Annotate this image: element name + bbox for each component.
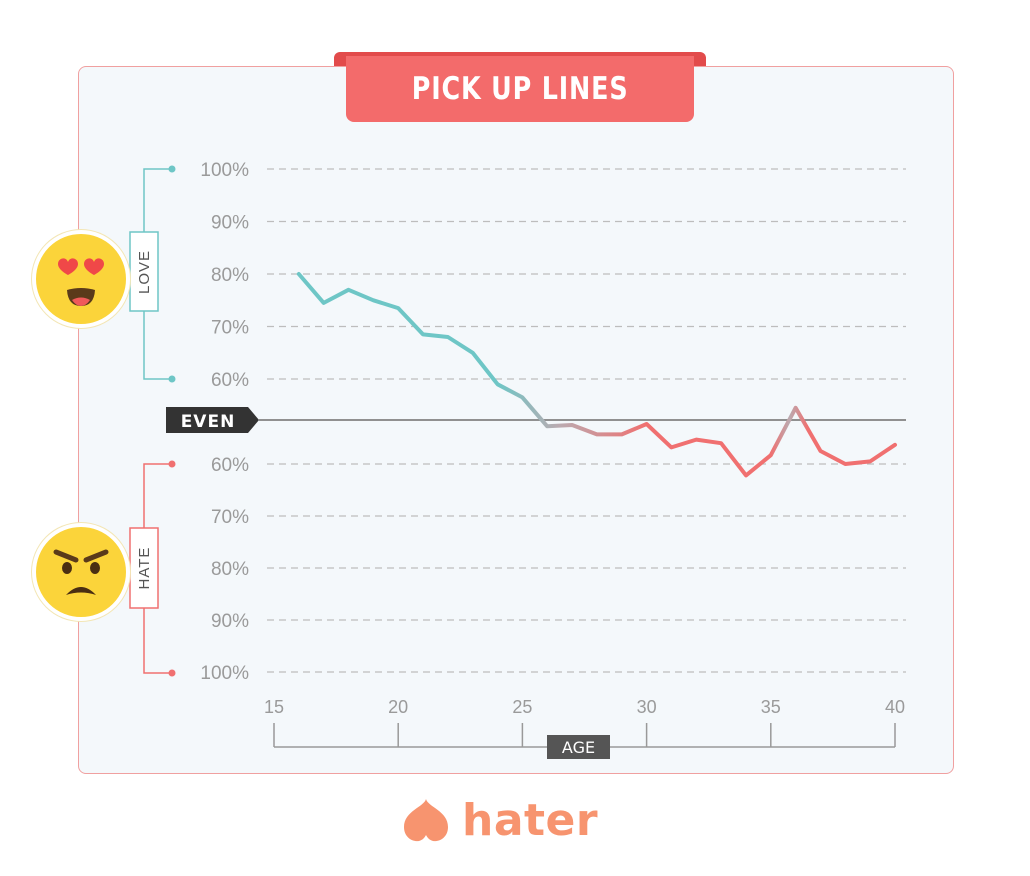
even-label: EVEN: [181, 412, 236, 432]
hater-logo: hater: [400, 790, 598, 850]
x-tick-label: 35: [761, 697, 781, 717]
love-bracket-dot: [168, 165, 176, 173]
x-tick-label: 25: [512, 697, 532, 717]
x-tick-label: 20: [388, 697, 408, 717]
x-tick-label: 30: [637, 697, 657, 717]
y-tick-label-love: 80%: [211, 265, 249, 286]
hate-label: HATE: [136, 547, 153, 590]
y-tick-label-hate: 100%: [200, 663, 249, 684]
heart-icon: [404, 799, 448, 842]
y-tick-label-love: 60%: [211, 370, 249, 391]
y-tick-label-hate: 70%: [211, 507, 249, 528]
line-chart: 100% 90% 80% 70% 60% 60% 70% 80% 90% 100% EVEN LOVE…: [129, 160, 906, 759]
hate-bracket-dot: [168, 460, 176, 468]
love-bracket-dot: [168, 375, 176, 383]
even-tag: [166, 407, 259, 433]
love-label-box: [129, 231, 159, 312]
chart-card: 100% 90% 80% 70% 60% 60% 70% 80% 90% 100% EVEN LOVE…: [78, 66, 954, 774]
data-line: [296, 272, 897, 478]
y-tick-label-love: 100%: [200, 160, 249, 181]
x-axis-label-box: [547, 735, 610, 759]
x-tick-label: 40: [885, 697, 905, 717]
chart-title: PICK UP LINES: [411, 71, 629, 107]
title-banner: PICK UP LINES: [334, 52, 706, 122]
y-tick-label-love: 90%: [211, 213, 249, 234]
x-axis-label: AGE: [562, 738, 595, 757]
y-tick-label-hate: 60%: [211, 455, 249, 476]
y-tick-label-hate: 80%: [211, 559, 249, 580]
x-tick-label: 15: [264, 697, 284, 717]
hate-bracket-dot: [168, 669, 176, 677]
heart-eyes-emoji-icon: [32, 230, 130, 328]
angry-face-emoji-icon: [32, 523, 130, 621]
y-tick-label-love: 70%: [211, 318, 249, 339]
hate-label-box: [129, 527, 159, 609]
y-tick-label-hate: 90%: [211, 611, 249, 632]
love-label: LOVE: [136, 250, 153, 294]
brand-name: hater: [462, 794, 599, 846]
